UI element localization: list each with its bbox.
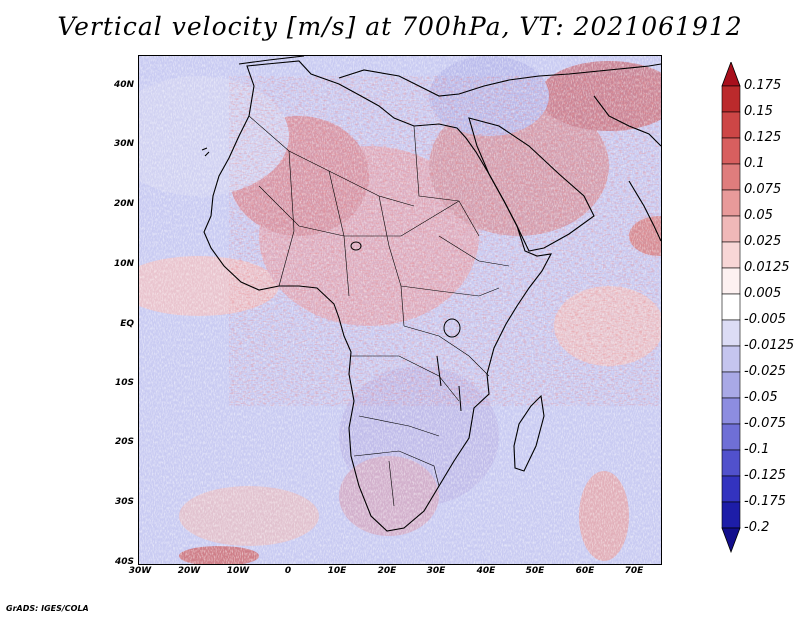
colorbar-swatch (721, 85, 741, 113)
x-tick-label: 20W (177, 566, 201, 576)
colorbar-tick-label: -0.1 (744, 442, 770, 457)
colorbar-tick-label: -0.2 (744, 520, 770, 535)
india-coast (628, 180, 661, 242)
colorbar-swatch (721, 501, 741, 529)
colorbar-tick-label: 0.025 (744, 234, 782, 249)
colorbar-tick-label: -0.0125 (744, 338, 795, 353)
x-tick-label: 30E (426, 566, 446, 576)
colorbar-tick-label: 0.0125 (744, 260, 790, 275)
x-tick-label: 10W (226, 566, 250, 576)
y-tick-label: 10N (113, 259, 134, 269)
x-tick-label: 20E (377, 566, 397, 576)
country-borders (248, 115, 510, 507)
lakes (350, 241, 462, 412)
lake-malawi (458, 385, 462, 412)
colorbar-tick-label: -0.125 (744, 468, 786, 483)
colorbar-swatch (721, 137, 741, 165)
y-tick-label: 20S (114, 437, 134, 447)
colorbar-tick-label: 0.125 (744, 130, 782, 145)
colorbar-swatch (721, 319, 741, 347)
colorbar-swatch (721, 163, 741, 191)
persia-coast (593, 95, 661, 147)
colorbar-swatch (721, 423, 741, 451)
x-tick-label: 40E (476, 566, 496, 576)
x-tick-label: 60E (575, 566, 595, 576)
lake-tanganyika (436, 355, 442, 387)
colorbar-swatch (721, 215, 741, 243)
y-tick-label: EQ (120, 319, 134, 329)
y-tick-label: 40N (113, 80, 134, 90)
colorbar-tick-label: 0.1 (744, 156, 765, 171)
colorbar-swatch (721, 267, 741, 295)
colorbar-tick-label: -0.025 (744, 364, 786, 379)
canary-islands (201, 147, 210, 157)
madagascar-coast (513, 394, 545, 472)
colorbar-tick-label: 0.15 (744, 104, 773, 119)
arabia-coast (468, 117, 595, 252)
colorbar-tick-label: -0.005 (744, 312, 786, 327)
y-tick-label: 30S (114, 497, 134, 507)
x-tick-label: 50E (525, 566, 545, 576)
credit-text: GrADS: IGES/COLA (6, 604, 89, 613)
y-tick-label: 30N (113, 139, 134, 149)
colorbar-arrow-top (721, 62, 741, 87)
colorbar-swatch (721, 241, 741, 269)
colorbar-tick-label: -0.05 (744, 390, 778, 405)
x-tick-label: 10E (327, 566, 347, 576)
x-tick-label: 0 (284, 566, 292, 576)
colorbar (721, 62, 741, 554)
colorbar-swatch (721, 345, 741, 373)
lake-victoria (443, 318, 461, 338)
field-texture-red (229, 76, 659, 406)
europe-coast (238, 56, 661, 97)
colorbar-swatch (721, 397, 741, 425)
y-tick-label: 40S (114, 557, 134, 567)
x-tick-label: 70E (624, 566, 644, 576)
colorbar-tick-label: -0.175 (744, 494, 786, 509)
x-tick-label: 30W (128, 566, 152, 576)
colorbar-tick-label: 0.075 (744, 182, 782, 197)
colorbar-swatch (721, 189, 741, 217)
colorbar-tick-label: 0.05 (744, 208, 773, 223)
colorbar-swatch (721, 293, 741, 321)
colorbar-swatch (721, 371, 741, 399)
y-tick-label: 20N (113, 199, 134, 209)
velocity-map (138, 55, 662, 565)
colorbar-arrow-bottom (721, 527, 741, 554)
colorbar-swatch (721, 111, 741, 139)
y-tick-label: 10S (114, 378, 134, 388)
lake-chad (350, 241, 362, 251)
colorbar-tick-label: -0.075 (744, 416, 786, 431)
colorbar-swatch (721, 449, 741, 477)
map-canvas (139, 56, 661, 564)
colorbar-swatch (721, 475, 741, 503)
colorbar-tick-label: 0.175 (744, 78, 782, 93)
colorbar-tick-label: 0.005 (744, 286, 782, 301)
map-title: Vertical velocity [m/s] at 700hPa, VT: 2… (57, 12, 743, 41)
